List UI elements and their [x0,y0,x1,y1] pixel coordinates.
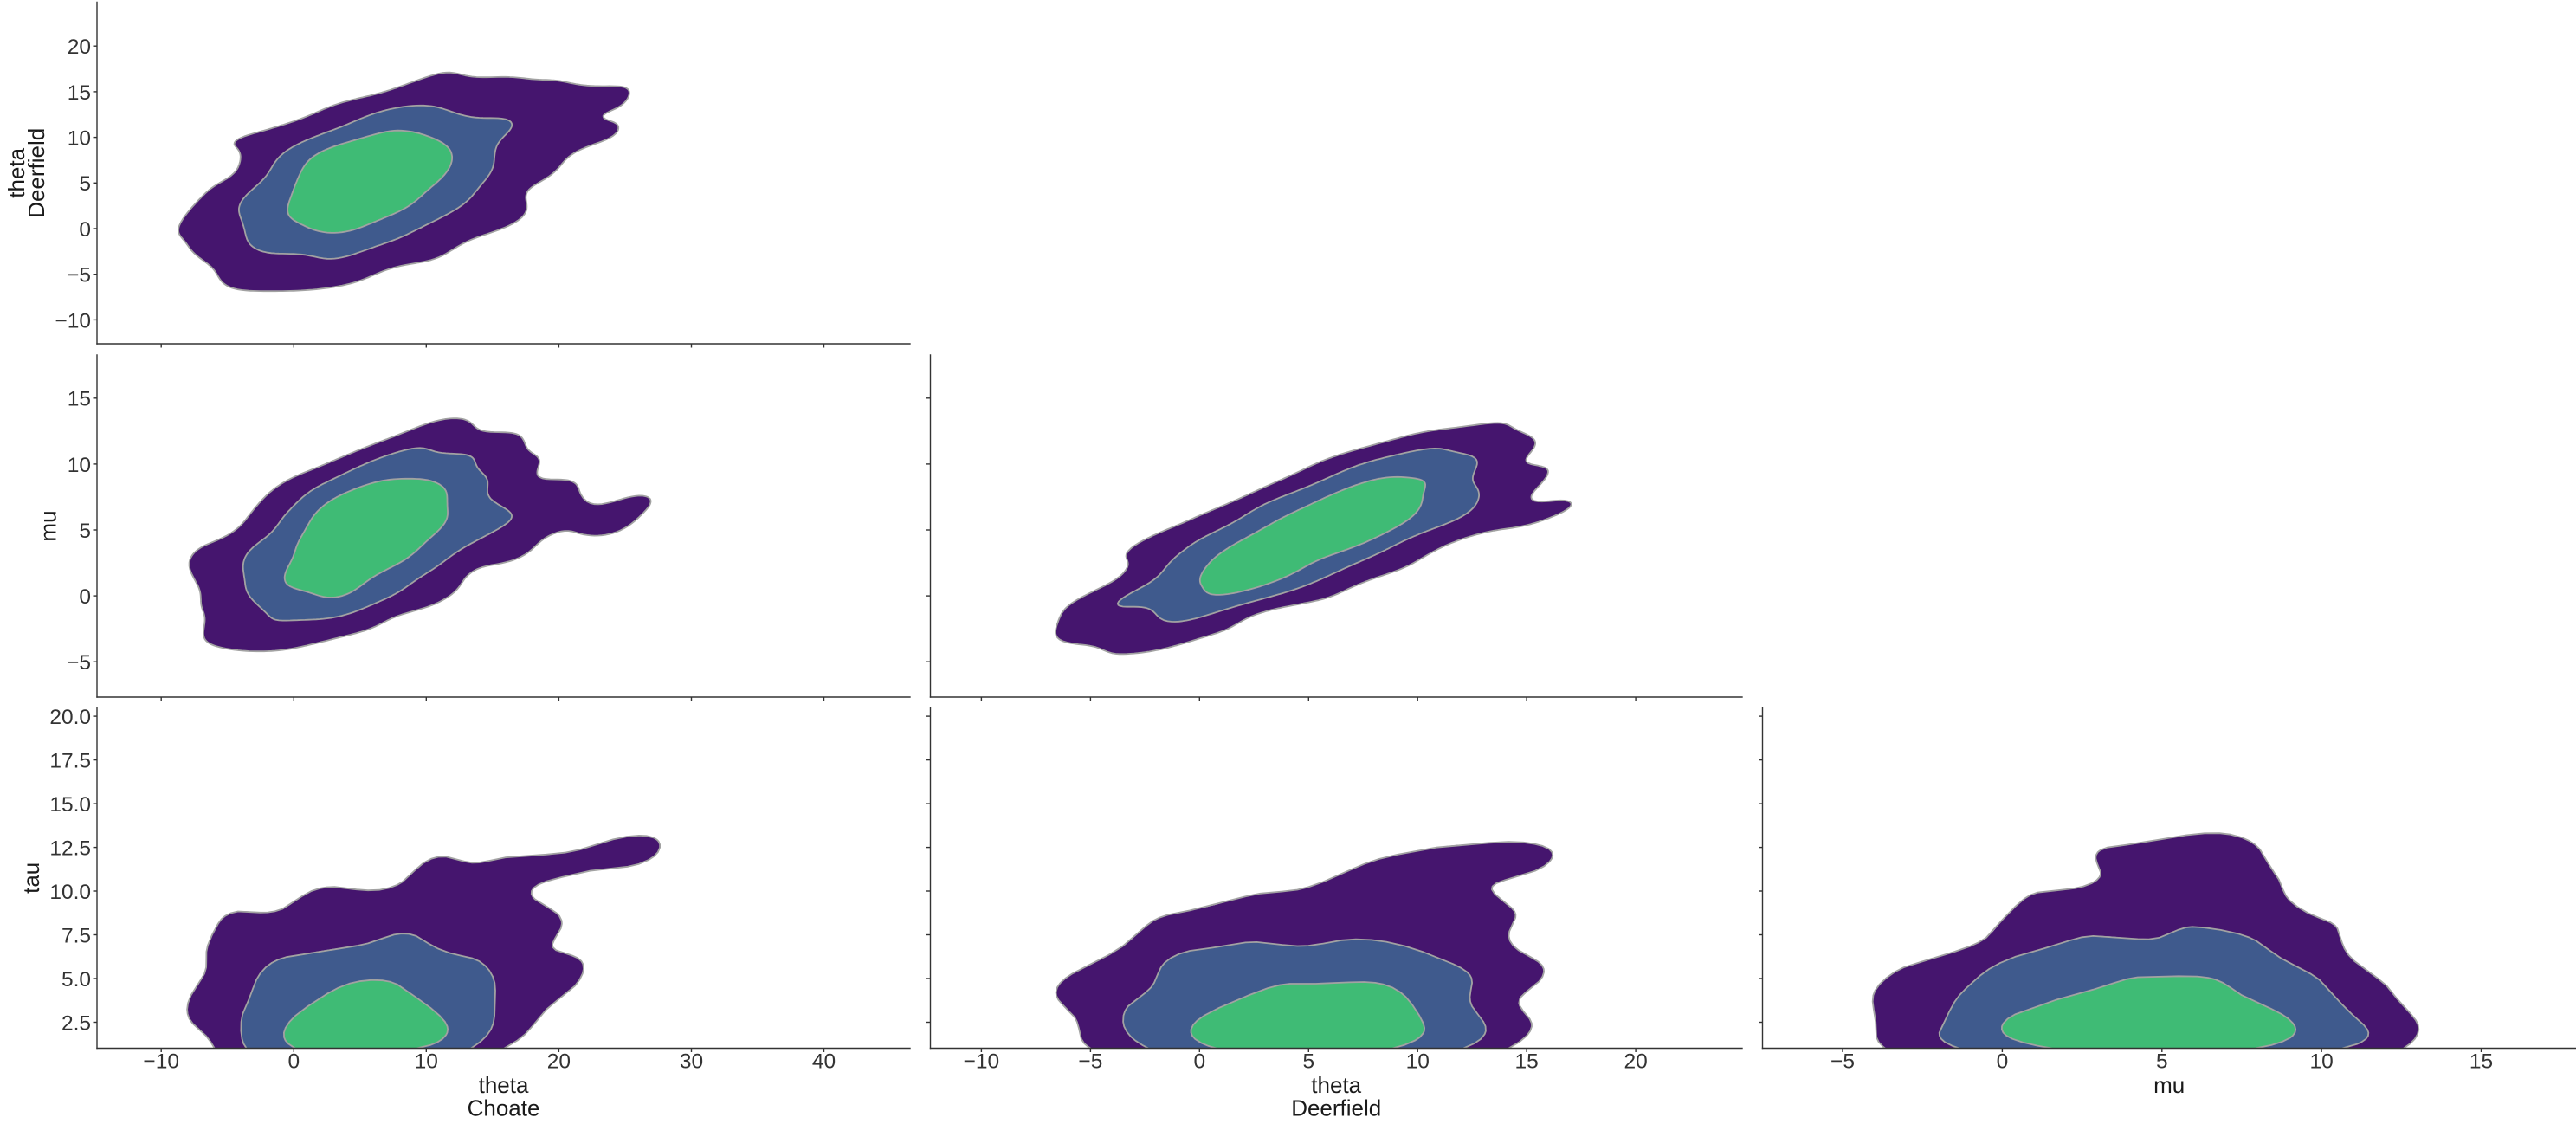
svg-text:mu: mu [36,510,61,541]
svg-text:theta: theta [479,1072,529,1098]
svg-text:0: 0 [79,218,91,242]
svg-text:40: 40 [812,1050,836,1073]
svg-text:10: 10 [68,454,91,477]
svg-text:theta: theta [1311,1072,1361,1098]
svg-text:−5: −5 [1830,1050,1855,1073]
svg-text:10: 10 [1406,1050,1430,1073]
svg-text:Deerfield: Deerfield [23,128,49,218]
svg-text:Deerfield: Deerfield [1291,1095,1381,1121]
svg-text:0: 0 [1193,1050,1205,1073]
svg-text:5: 5 [2156,1050,2168,1073]
svg-text:20.0: 20.0 [49,706,91,729]
svg-text:15: 15 [68,81,91,105]
svg-text:−10: −10 [143,1050,179,1073]
svg-text:mu: mu [2153,1072,2185,1098]
svg-text:20: 20 [1624,1050,1647,1073]
svg-text:−10: −10 [964,1050,1000,1073]
svg-text:0: 0 [287,1050,300,1073]
svg-text:10.0: 10.0 [49,881,91,904]
svg-text:12.5: 12.5 [49,837,91,860]
svg-text:10: 10 [68,127,91,151]
svg-text:20: 20 [547,1050,571,1073]
svg-text:−5: −5 [67,264,91,287]
svg-text:10: 10 [415,1050,438,1073]
svg-text:30: 30 [680,1050,703,1073]
svg-text:5.0: 5.0 [61,968,91,992]
svg-text:15: 15 [68,388,91,411]
svg-text:17.5: 17.5 [49,750,91,773]
svg-text:2.5: 2.5 [61,1011,91,1035]
svg-text:−5: −5 [1078,1050,1102,1073]
svg-text:−10: −10 [55,309,91,333]
svg-text:15: 15 [1514,1050,1538,1073]
svg-text:5: 5 [79,520,91,543]
svg-text:theta: theta [3,147,29,197]
svg-text:0: 0 [1997,1050,2009,1073]
svg-text:20: 20 [68,36,91,59]
svg-text:5: 5 [79,172,91,196]
svg-text:0: 0 [79,585,91,609]
svg-text:−5: −5 [67,651,91,675]
svg-text:15: 15 [2469,1050,2493,1073]
svg-text:tau: tau [18,862,44,894]
svg-text:10: 10 [2309,1050,2333,1073]
svg-text:7.5: 7.5 [61,924,91,947]
svg-text:5: 5 [1302,1050,1314,1073]
svg-text:Choate: Choate [468,1095,540,1121]
svg-text:15.0: 15.0 [49,793,91,817]
